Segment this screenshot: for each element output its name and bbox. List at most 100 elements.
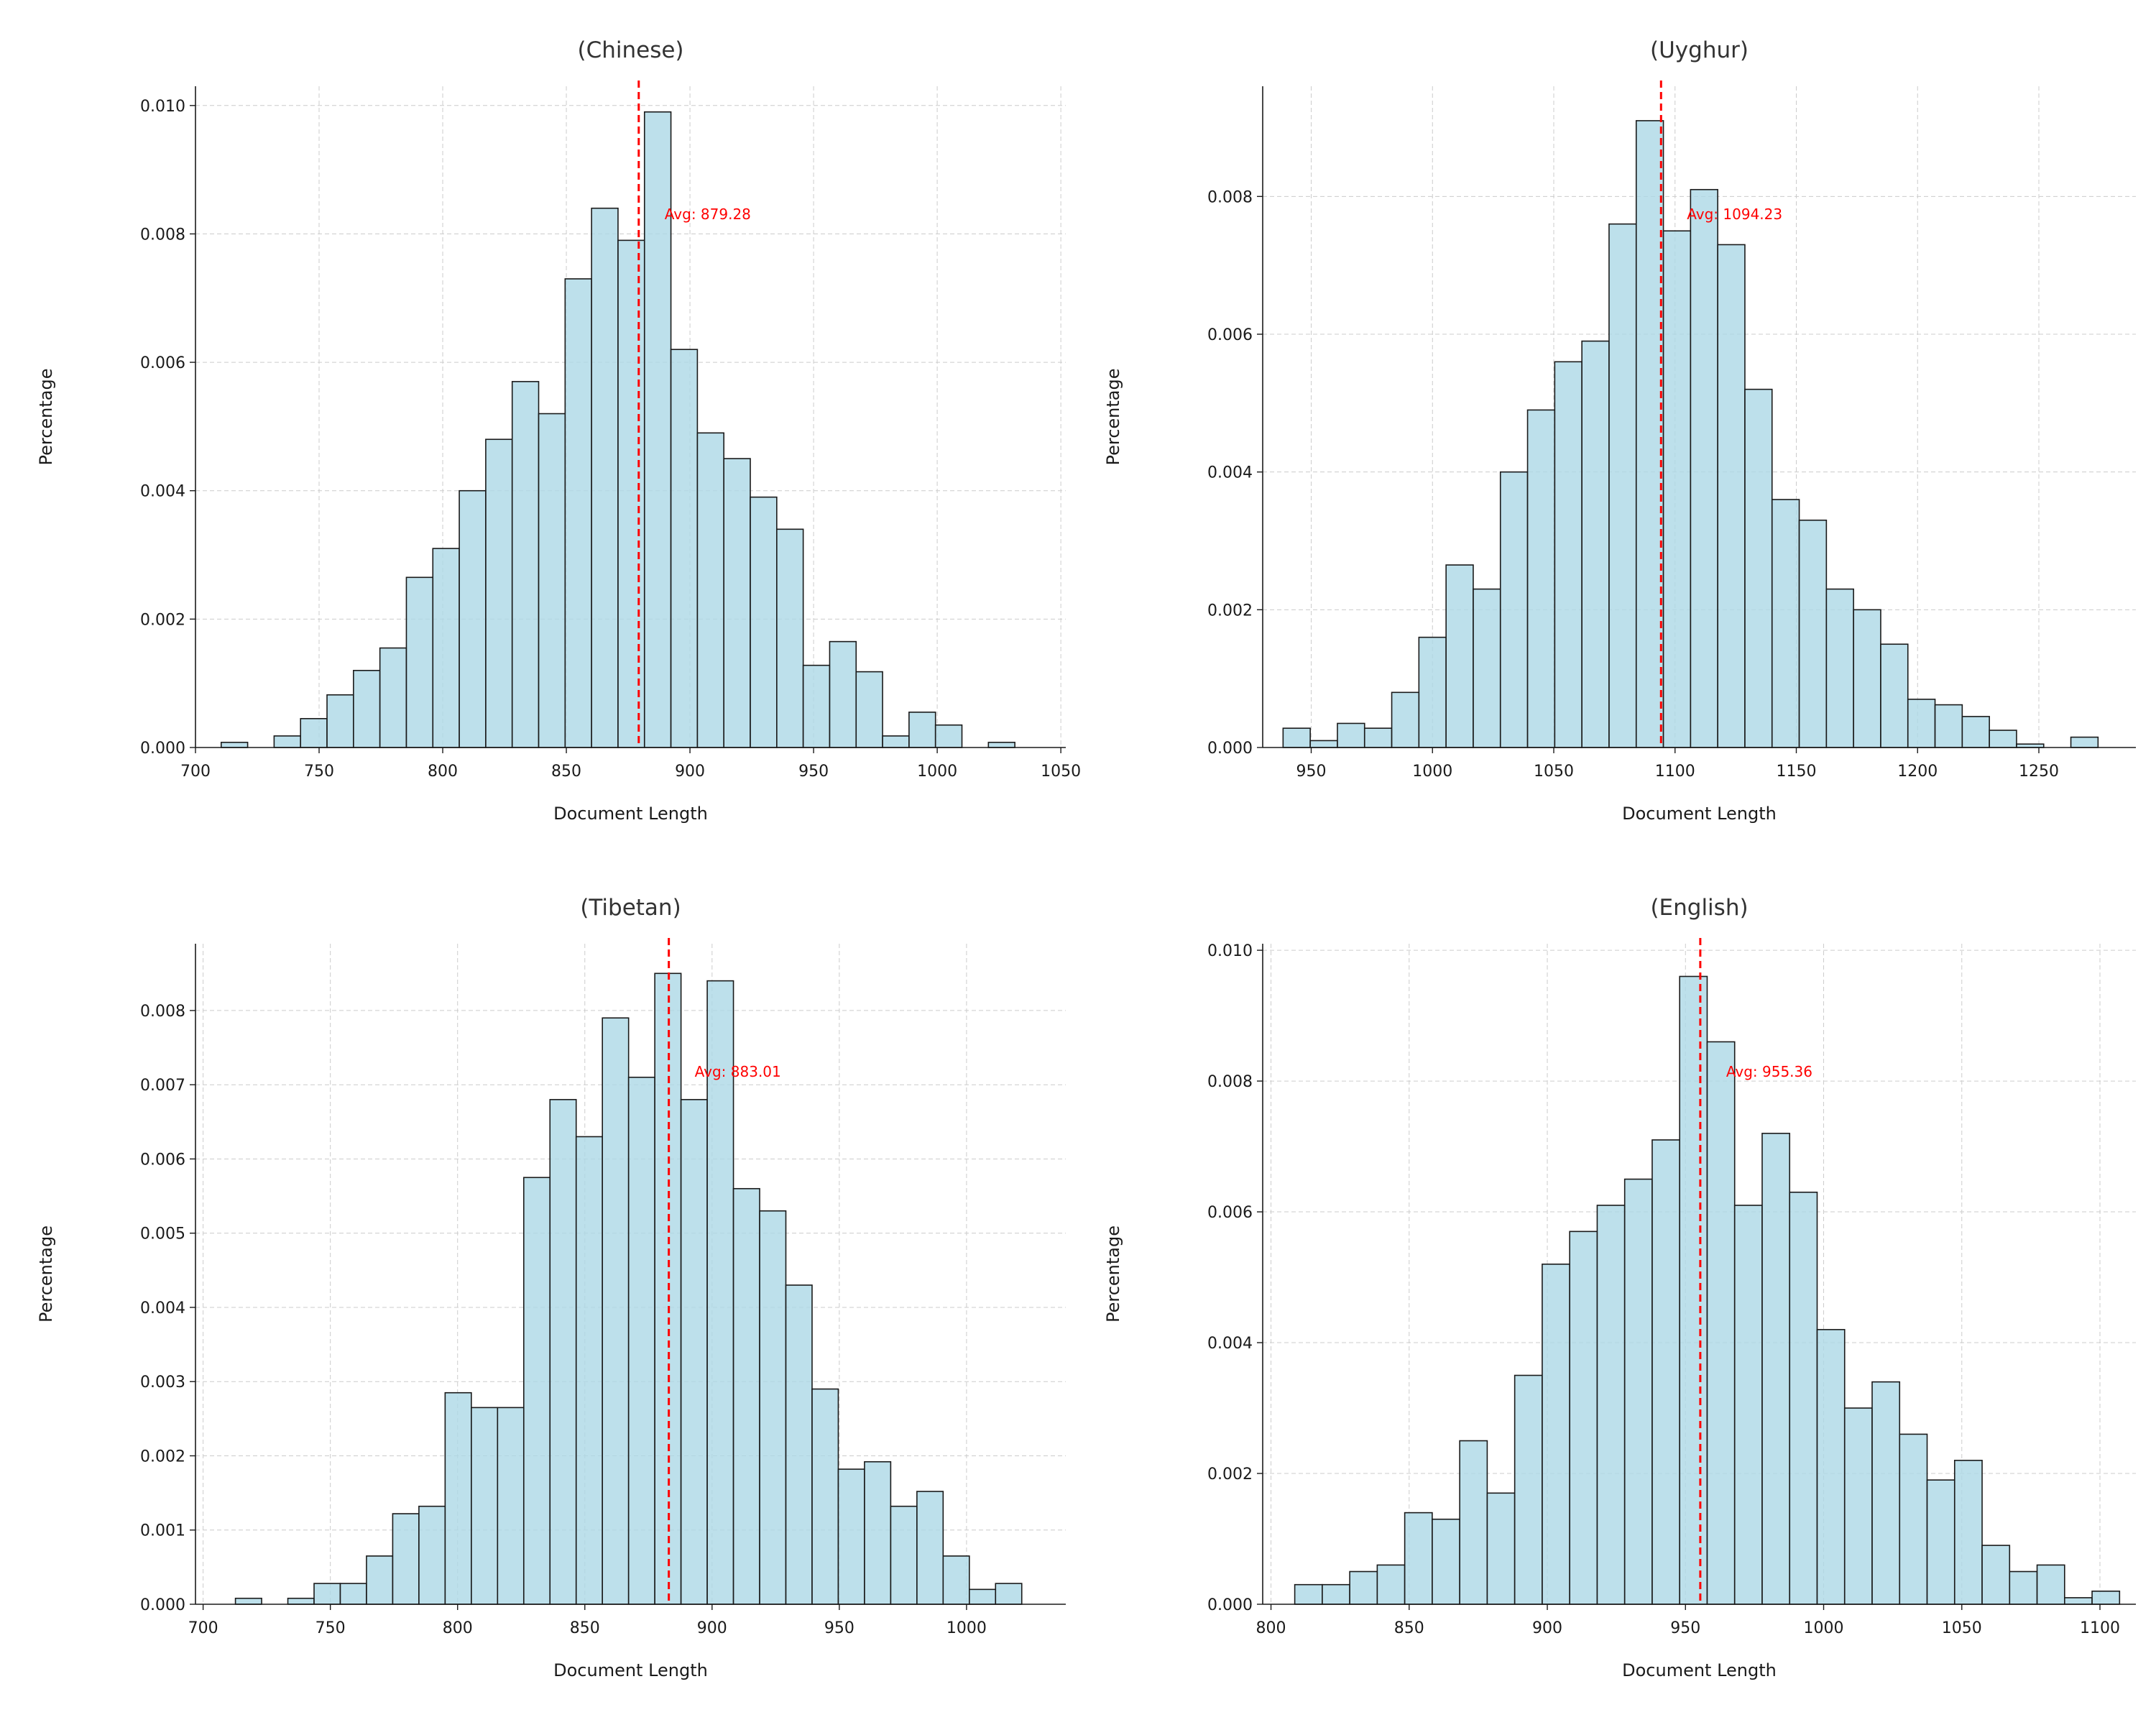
histogram-bar: [1526, 409, 1556, 748]
histogram-bar: [968, 1588, 997, 1605]
histogram-bar: [273, 735, 302, 748]
histogram-bar: [234, 1597, 262, 1605]
y-tick-label: 0.002: [1207, 1466, 1253, 1484]
x-axis-label: Document Length: [1622, 804, 1777, 824]
histogram-bar: [1432, 1518, 1460, 1605]
histogram-bar: [890, 1505, 918, 1605]
y-tick-label: 0.000: [140, 1596, 185, 1614]
histogram-bar: [995, 1583, 1023, 1605]
histogram-bar: [313, 1583, 341, 1605]
average-label: Avg: 1094.23: [1687, 206, 1782, 223]
histogram-bar: [2009, 1570, 2038, 1605]
histogram-bar: [287, 1597, 315, 1605]
histogram-bar: [1294, 1583, 1323, 1605]
histogram-bar: [497, 1407, 525, 1605]
histogram-bar: [1926, 1479, 1955, 1605]
histogram-bar: [934, 724, 963, 748]
histogram-bar: [379, 647, 407, 748]
histogram-bar: [1690, 188, 1718, 748]
histogram-bar: [785, 1284, 813, 1605]
histogram-bar: [418, 1505, 446, 1605]
x-tick-label: 900: [1532, 1619, 1562, 1637]
histogram-bar: [1961, 716, 1990, 748]
histogram-bar: [723, 458, 751, 748]
histogram-bar: [627, 1077, 655, 1605]
x-axis-label: Document Length: [1622, 1660, 1777, 1680]
histogram-bar: [1569, 1230, 1598, 1605]
y-tick-label: 0.000: [1207, 740, 1253, 758]
x-tick-label: 700: [188, 1619, 218, 1637]
histogram-bar: [987, 742, 1015, 748]
x-tick-label: 1200: [1897, 763, 1938, 781]
histogram-bar: [1404, 1512, 1433, 1605]
histogram-bar: [1717, 244, 1746, 748]
x-tick-label: 1050: [1942, 1619, 1982, 1637]
average-label: Avg: 879.28: [665, 206, 751, 223]
x-tick-label: 900: [697, 1619, 727, 1637]
chart-title: (Uyghur): [1650, 37, 1749, 63]
histogram-bar: [750, 496, 778, 748]
histogram-bar: [759, 1210, 787, 1605]
histogram-bar: [706, 980, 734, 1605]
histogram-bar: [564, 278, 592, 748]
x-tick-label: 750: [304, 763, 334, 781]
x-tick-label: 700: [180, 763, 211, 781]
histogram-bar: [802, 664, 831, 748]
y-tick-label: 0.006: [140, 354, 185, 372]
histogram-bar: [1309, 740, 1338, 748]
histogram-bar: [511, 381, 540, 748]
histogram-bar: [1473, 588, 1501, 748]
histogram-bar: [1679, 975, 1708, 1605]
histogram-bar: [2036, 1564, 2065, 1605]
chart-panel-1: Avg: 879.28 700 750 800 850 900 950 1000 1050 0.0…: [36, 37, 1081, 824]
histogram-bar: [326, 694, 354, 748]
histogram-bar: [1391, 691, 1420, 748]
histogram-bar: [353, 670, 381, 748]
histogram-bar: [405, 576, 434, 748]
x-axis-label: Document Length: [553, 1660, 708, 1680]
histogram-bar: [670, 349, 699, 748]
histogram-bar: [1771, 499, 1800, 748]
histogram-bar: [1880, 643, 1909, 748]
y-axis-label: Percentage: [1103, 368, 1123, 465]
chart-panel-2: Avg: 1094.23 950 1000 1050 1100 1150 1200 1250 0…: [1103, 37, 2136, 824]
histogram-bar: [1554, 361, 1583, 748]
histogram-bar: [1871, 1381, 1901, 1605]
y-tick-label: 0.004: [140, 1300, 185, 1317]
histogram-bar: [617, 239, 645, 748]
histogram-bar: [522, 1177, 551, 1605]
histogram-bar: [696, 432, 725, 748]
x-tick-label: 1100: [2080, 1619, 2120, 1637]
histogram-bar: [1651, 1139, 1681, 1605]
x-axis-label: Document Length: [553, 804, 708, 824]
histogram-bar: [1486, 1492, 1516, 1605]
x-tick-label: 750: [315, 1619, 346, 1637]
y-tick-label: 0.000: [140, 740, 185, 758]
histogram-bar: [1843, 1407, 1873, 1605]
histogram-bar: [1349, 1570, 1378, 1605]
x-tick-label: 850: [1394, 1619, 1424, 1637]
histogram-bar: [916, 1491, 944, 1605]
y-tick-label: 0.003: [140, 1374, 185, 1392]
average-label: Avg: 883.01: [695, 1063, 781, 1080]
chart-title: (Chinese): [577, 37, 683, 63]
histogram-bar: [549, 1099, 577, 1605]
histogram-bar: [2070, 736, 2099, 748]
histogram-bar: [366, 1555, 394, 1605]
y-tick-label: 0.008: [1207, 188, 1253, 206]
x-tick-label: 1250: [2019, 763, 2059, 781]
x-tick-label: 1100: [1655, 763, 1695, 781]
histogram-bar: [776, 528, 804, 748]
histogram-bar: [1322, 1583, 1350, 1605]
histogram-bar: [220, 742, 249, 748]
histogram-bar: [1581, 340, 1610, 748]
histogram-bar: [432, 548, 460, 748]
histogram-bar: [1376, 1564, 1406, 1605]
y-tick-label: 0.001: [140, 1522, 185, 1540]
histogram-bar: [829, 640, 857, 748]
histogram-bar: [1733, 1205, 1763, 1605]
histogram-bar: [1445, 564, 1474, 748]
histogram-bar: [1635, 120, 1664, 748]
x-tick-label: 1000: [946, 1619, 987, 1637]
histogram-bar: [1899, 1433, 1928, 1605]
